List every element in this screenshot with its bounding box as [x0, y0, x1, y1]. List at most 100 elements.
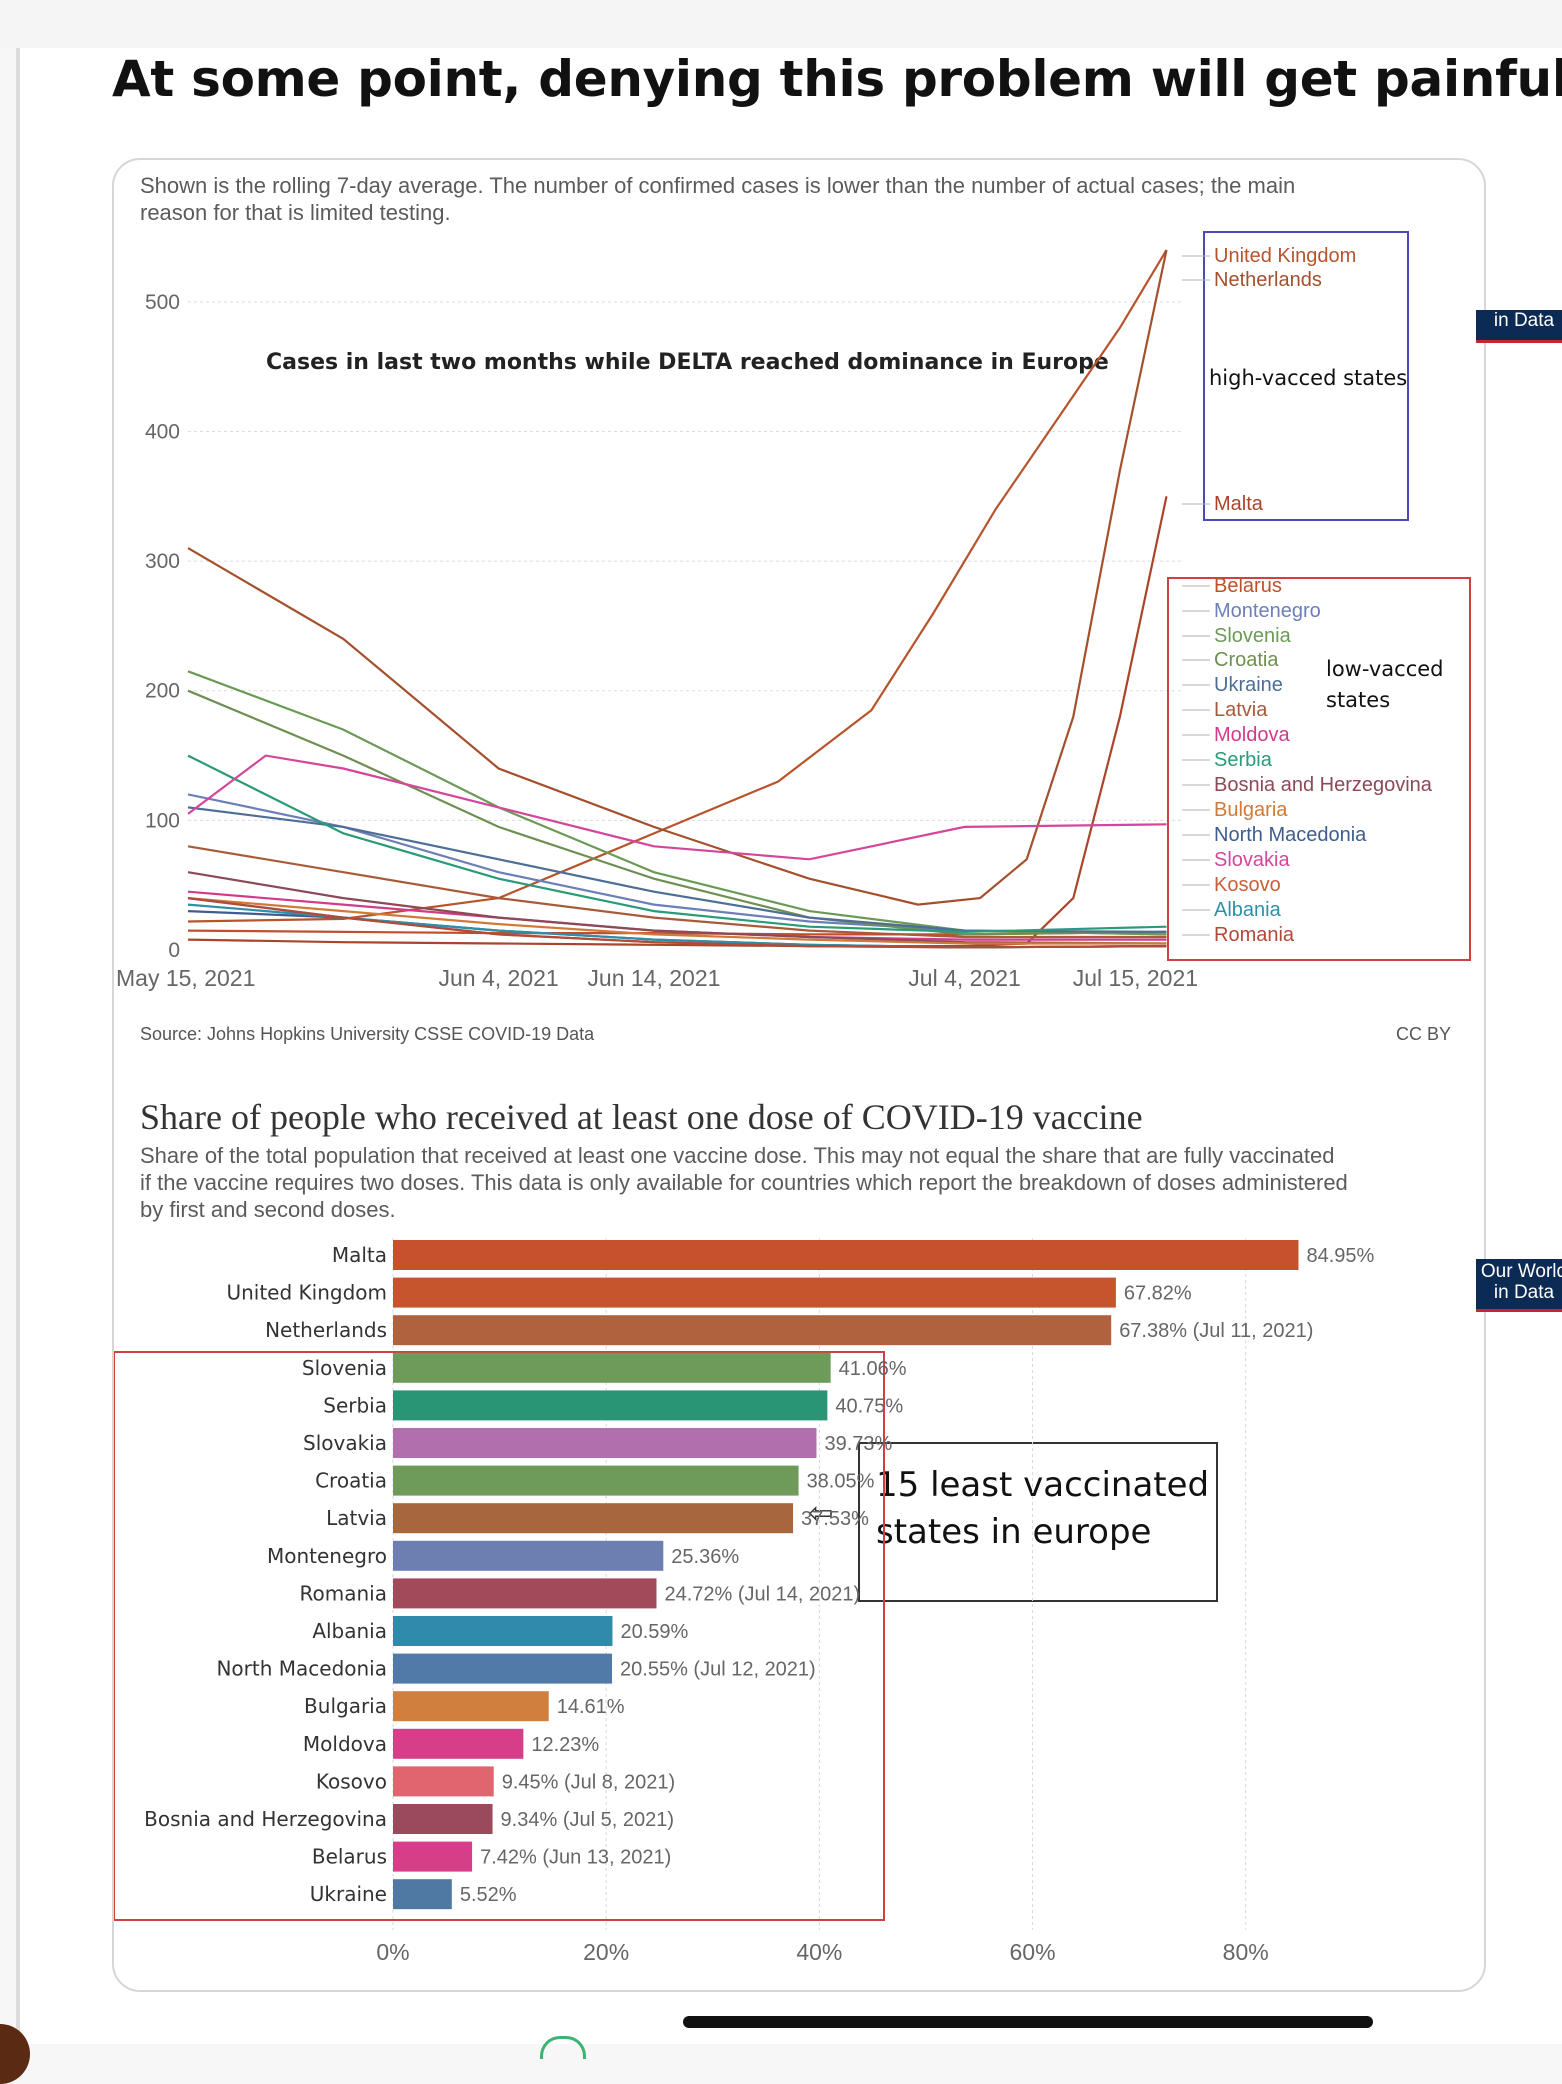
- cases-series-line: [187, 754, 1167, 934]
- bar: [393, 1390, 828, 1421]
- cases-x-tick-label: May 15, 2021: [116, 965, 255, 991]
- callout-line2: states in europe: [876, 1512, 1152, 1552]
- bar-value-label: 67.38% (Jul 11, 2021): [1119, 1320, 1313, 1342]
- vaccine-x-tick-label: 80%: [1223, 1939, 1269, 1965]
- owid-logo-top-text: in Data: [1493, 310, 1555, 331]
- low-vacced-label-line2: states: [1326, 688, 1391, 712]
- bar-category-label: Malta: [332, 1243, 387, 1267]
- bar: [393, 1616, 613, 1646]
- legend-label: Moldova: [1214, 724, 1290, 746]
- cases-series-line: [187, 249, 1168, 923]
- low-vacced-box: [1167, 577, 1471, 961]
- cases-source: Source: Johns Hopkins University CSSE CO…: [140, 1024, 595, 1044]
- bar: [393, 1728, 524, 1759]
- bar-category-label: Slovenia: [302, 1356, 387, 1380]
- bar-value-label: 14.61%: [557, 1696, 625, 1718]
- bar: [393, 1804, 493, 1834]
- vaccine-x-tick-label: 40%: [796, 1939, 842, 1965]
- bar-category-label: United Kingdom: [226, 1281, 387, 1305]
- legend-label: North Macedonia: [1214, 824, 1367, 846]
- cases-y-tick-label: 100: [145, 809, 180, 832]
- callout-box: 15 least vaccinated states in europe: [858, 1442, 1218, 1602]
- cases-lines: [187, 249, 1168, 949]
- bar-value-label: 38.05%: [807, 1471, 875, 1493]
- legend-label: Slovenia: [1214, 625, 1292, 647]
- owid-logo-line1: Our World: [1480, 1261, 1562, 1282]
- cases-series-line: [187, 897, 1167, 945]
- bar-value-label: 20.55% (Jul 12, 2021): [620, 1659, 816, 1681]
- bar-value-label: 9.34% (Jul 5, 2021): [501, 1809, 674, 1831]
- legend-label: Bulgaria: [1214, 799, 1288, 821]
- legend-label: Croatia: [1214, 649, 1279, 671]
- low-vacced-label-line1: low-vacced: [1326, 657, 1444, 681]
- bar: [393, 1841, 473, 1872]
- legend-label: Ukraine: [1214, 674, 1283, 696]
- bar-value-label: 37.53%: [801, 1508, 869, 1530]
- bar-category-label: Ukraine: [310, 1882, 387, 1906]
- bar: [393, 1578, 657, 1609]
- cases-x-tick-label: Jul 15, 2021: [1073, 965, 1198, 991]
- cases-x-tick-label: Jun 14, 2021: [587, 965, 720, 991]
- callout-line1: 15 least vaccinated: [876, 1465, 1210, 1505]
- bar-category-label: Serbia: [323, 1393, 387, 1417]
- owid-logo-top: in Data: [1476, 310, 1562, 343]
- bar-value-label: 9.45% (Jul 8, 2021): [502, 1771, 675, 1793]
- post-headline: At some point, denying this problem will…: [112, 50, 1562, 108]
- bar: [393, 1540, 664, 1571]
- cases-series-line: [187, 754, 1167, 861]
- high-vacced-label: high-vacced states: [1209, 366, 1408, 390]
- bar-value-label: 25.36%: [671, 1546, 739, 1568]
- chart-card: in Data Shown is the rolling 7-day avera…: [112, 158, 1562, 1992]
- high-vacced-box: [1203, 231, 1409, 521]
- bar-value-label: 40.75%: [835, 1395, 903, 1417]
- top-bar: [0, 0, 1562, 48]
- cases-subtitle: Shown is the rolling 7-day average. The …: [140, 173, 1296, 225]
- cases-series-line: [187, 806, 1167, 934]
- cases-x-tick-label: Jul 4, 2021: [908, 965, 1021, 991]
- bar-category-label: Croatia: [315, 1469, 387, 1493]
- bar: [393, 1766, 494, 1797]
- bar-category-label: Bosnia and Herzegovina: [144, 1807, 387, 1831]
- bar-value-label: 5.52%: [460, 1884, 517, 1906]
- bar: [393, 1879, 452, 1910]
- bar-category-label: Montenegro: [267, 1544, 387, 1568]
- owid-logo: Our World in Data: [1476, 1259, 1562, 1312]
- bar-category-label: Albania: [312, 1619, 387, 1643]
- bar-category-label: Romania: [300, 1581, 387, 1605]
- vaccine-subtitle: Share of the total population that recei…: [140, 1143, 1348, 1222]
- cases-series-line: [187, 689, 1167, 936]
- cases-y-tick-label: 500: [145, 291, 180, 314]
- vaccine-title: Share of people who received at least on…: [140, 1097, 1143, 1137]
- license-label: CC BY: [1396, 1024, 1452, 1044]
- cases-y-tick-label: 300: [145, 550, 180, 573]
- legend-label: Serbia: [1214, 749, 1273, 771]
- cases-series-line: [187, 897, 1167, 949]
- cases-y-tick-label: 200: [145, 680, 180, 703]
- bar: [393, 1240, 1299, 1270]
- legend-label: Romania: [1214, 924, 1295, 946]
- bar: [393, 1465, 799, 1496]
- bar-value-label: 24.72% (Jul 14, 2021): [664, 1583, 860, 1605]
- bar-category-label: Moldova: [303, 1732, 387, 1756]
- bar: [393, 1428, 817, 1458]
- cases-series-line: [187, 845, 1167, 939]
- legend-label: Netherlands: [1214, 269, 1322, 291]
- bar-category-label: North Macedonia: [216, 1657, 387, 1681]
- cases-grid: 0 100 200 300 400 500 May 15, 2021 Jun 4, 2021 J…: [116, 291, 1198, 991]
- bar: [393, 1503, 794, 1534]
- bar: [393, 1691, 549, 1722]
- charts-svg: 0 100 200 300 400 500 May 15, 2021 Jun 4, 2021 J…: [114, 231, 1471, 1965]
- home-indicator[interactable]: [683, 2016, 1373, 2028]
- bar: [393, 1277, 1116, 1308]
- legend-label: Slovakia: [1214, 849, 1290, 871]
- bar-category-label: Netherlands: [265, 1318, 387, 1342]
- bar-value-label: 7.42% (Jun 13, 2021): [480, 1847, 671, 1869]
- cases-series-line: [187, 871, 1167, 945]
- cases-y-tick-label: 0: [168, 939, 180, 962]
- bar: [393, 1653, 613, 1684]
- legend-label: Malta: [1214, 493, 1264, 515]
- bar-value-label: 20.59%: [620, 1621, 688, 1643]
- vaccine-x-tick-label: 60%: [1010, 1939, 1056, 1965]
- bar-value-label: 39.73%: [824, 1433, 892, 1455]
- cases-annotation: Cases in last two months while DELTA rea…: [266, 350, 1109, 375]
